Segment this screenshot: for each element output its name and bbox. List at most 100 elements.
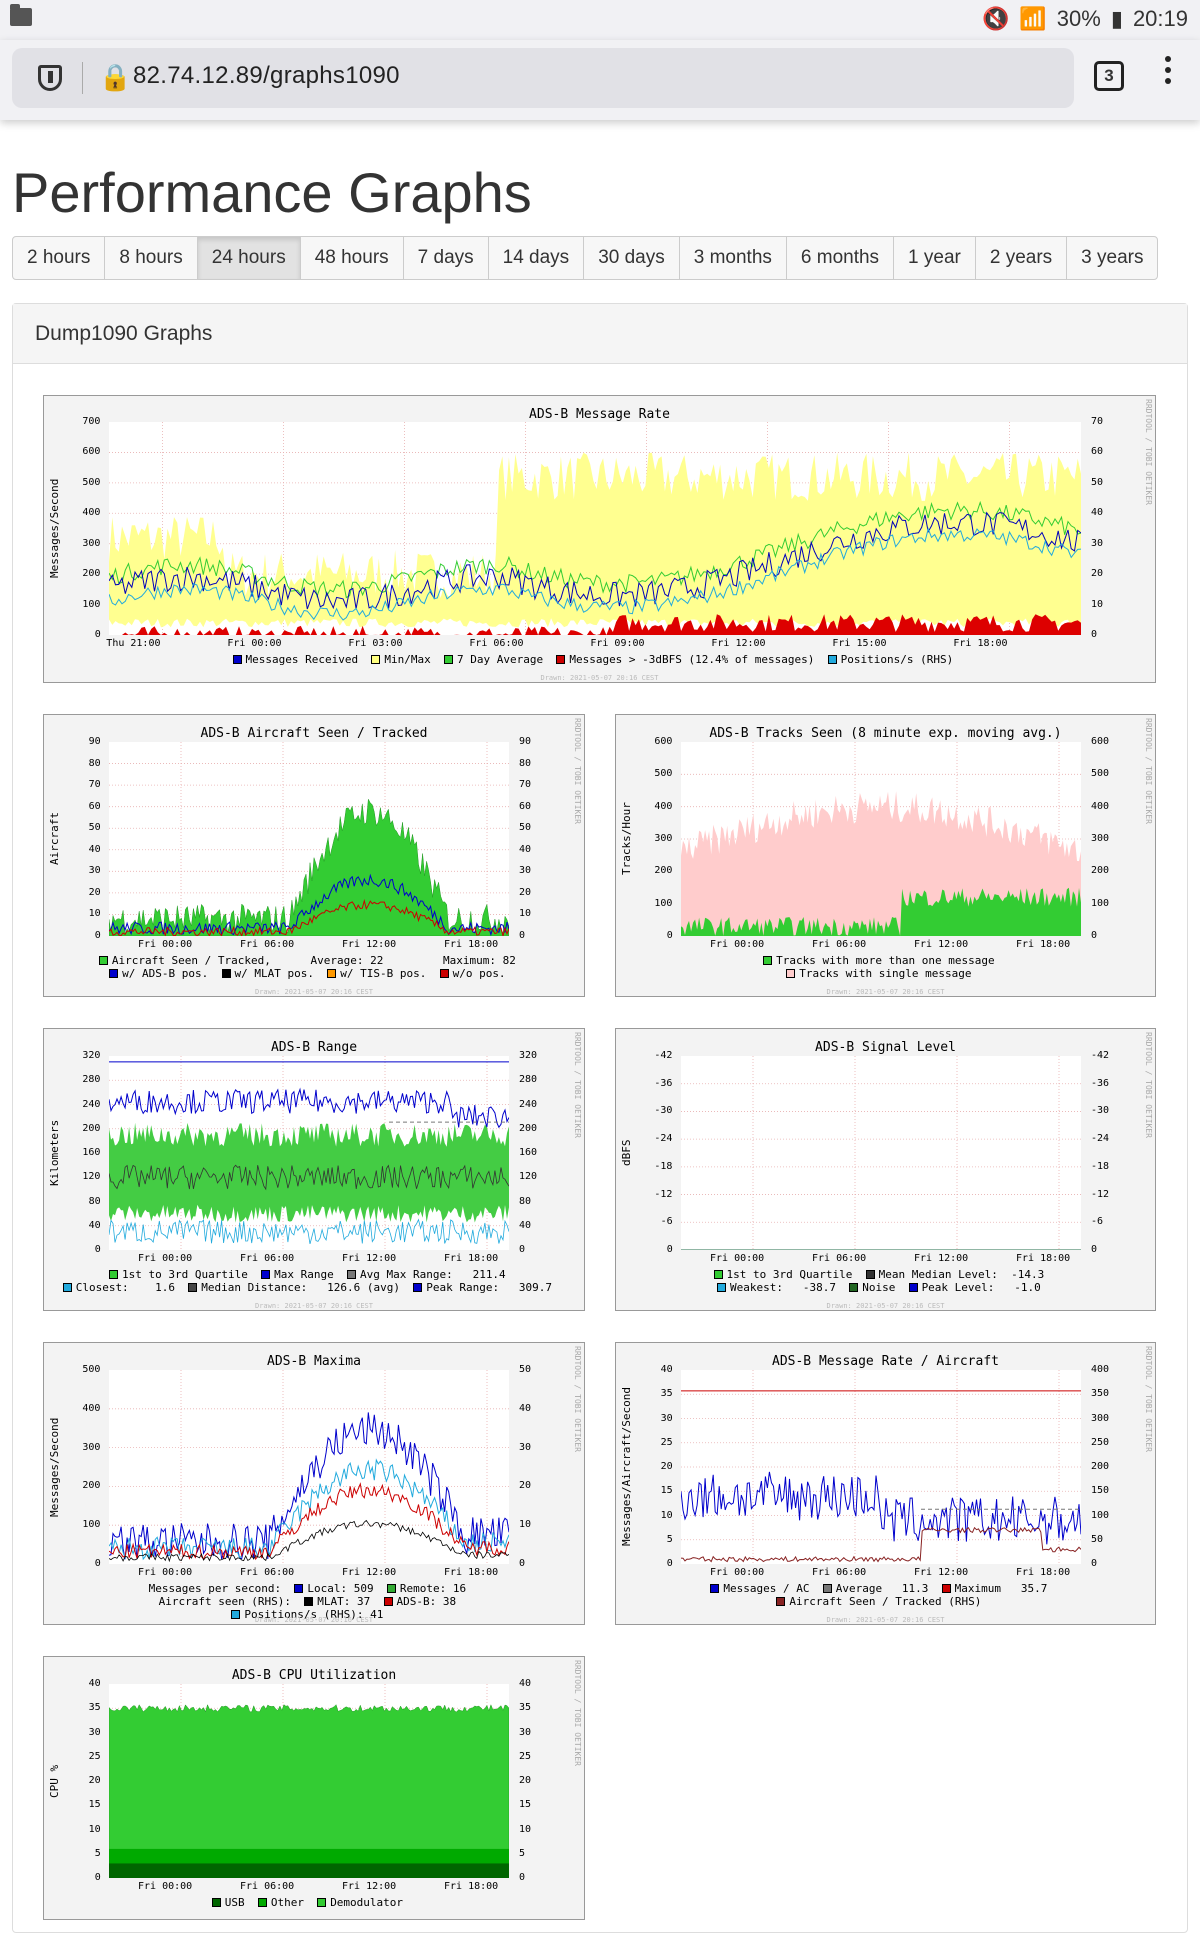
y-tick: 500 (654, 768, 673, 780)
y-tick: 5 (666, 1533, 673, 1545)
positions-line (109, 527, 1081, 621)
period-6-months[interactable]: 6 months (787, 237, 895, 279)
legend-row: Tracks with single message (616, 967, 1155, 980)
period-2-years[interactable]: 2 years (976, 237, 1068, 279)
graph-ads-b-cpu-utilization[interactable]: ADS-B CPU Utilization CPU % RRDTOOL / TOBI… (43, 1656, 585, 1920)
max-range-line (109, 1087, 509, 1129)
plot-area (109, 1684, 509, 1878)
overflow-menu-icon[interactable] (1165, 56, 1173, 89)
y-tick-right: 35 (519, 1702, 532, 1714)
y-tick: 20 (660, 1461, 673, 1472)
period-30-days[interactable]: 30 days (584, 237, 680, 279)
y-tick-right: 0 (1091, 1244, 1098, 1255)
legend-label: Aircraft seen (RHS): (158, 1595, 305, 1608)
legend-label: Messages / AC (723, 1582, 823, 1595)
y-tick-right: 20 (519, 1775, 532, 1786)
y-tick-right: 10 (1091, 598, 1104, 610)
url-text[interactable]: 82.74.12.89/graphs1090 (133, 62, 400, 89)
y-tick-right: 400 (1091, 800, 1110, 812)
y-tick-right: 0 (1091, 930, 1098, 941)
legend-row: w/ ADS-B pos. w/ MLAT pos. w/ TIS-B pos.… (44, 967, 584, 980)
x-tick: Fri 18:00 (953, 638, 1008, 649)
period-24-hours[interactable]: 24 hours (197, 237, 301, 279)
y-tick: 0 (666, 930, 673, 941)
graph-ads-b-signal-level[interactable]: ADS-B Signal Level dBFS RRDTOOL / TOBI OET… (615, 1028, 1156, 1311)
plot-area (109, 422, 1081, 635)
y-tick-right: -42 (1091, 1050, 1110, 1061)
y-tick-right: 400 (1091, 1364, 1110, 1375)
y-tick-right: 100 (1091, 897, 1110, 909)
y-tick-right: -30 (1091, 1105, 1110, 1117)
y-tick-right: 20 (1091, 568, 1104, 580)
y-tick: 300 (82, 1441, 101, 1453)
legend-swatch (231, 1610, 241, 1619)
clock: 20:19 (1132, 6, 1188, 31)
y-axis-label: Aircraft (48, 812, 61, 866)
period-2-hours[interactable]: 2 hours (13, 237, 106, 279)
median-line (109, 1164, 509, 1191)
x-tick: Fri 06:00 (240, 939, 295, 950)
y-tick-right: 5 (519, 1847, 526, 1859)
legend-swatch (713, 1270, 723, 1279)
y-tick: 400 (82, 1402, 101, 1414)
y-tick: 160 (82, 1147, 101, 1158)
x-tick: Fri 12:00 (342, 1881, 397, 1892)
y-tick: 10 (660, 1509, 673, 1521)
legend-label: Maximum 35.7 (954, 1582, 1061, 1595)
period-8-hours[interactable]: 8 hours (105, 237, 198, 279)
graph-title: ADS-B Maxima (267, 1354, 361, 1369)
x-tick: Fri 18:00 (1016, 939, 1071, 950)
y-tick: 30 (88, 1726, 101, 1738)
graph-ads-b-tracks-seen-8-minute-exp-moving-avg-[interactable]: ADS-B Tracks Seen (8 minute exp. moving … (615, 714, 1156, 997)
legend-swatch (304, 1597, 314, 1606)
legend-swatch (386, 1584, 396, 1593)
y-tick: 600 (654, 736, 673, 747)
period-3-years[interactable]: 3 years (1081, 247, 1144, 268)
y-axis-label: dBFS (620, 1139, 633, 1167)
y-tick: 600 (82, 446, 101, 458)
y-tick: -24 (654, 1133, 673, 1145)
drawn-timestamp: Drawn: 2021-05-07 20:16 CEST (254, 988, 373, 996)
period-7-days[interactable]: 7 days (404, 237, 489, 279)
demodulator-area (109, 1704, 509, 1878)
tab-count-button[interactable]: 3 (1094, 61, 1124, 91)
legend-swatch (786, 969, 796, 978)
graph-title: ADS-B CPU Utilization (231, 1668, 397, 1683)
legend-swatch (109, 969, 119, 978)
shield-icon[interactable] (38, 65, 62, 91)
graph-title: ADS-B Message Rate / Aircraft (772, 1354, 999, 1369)
plot-area (681, 1056, 1081, 1250)
y-tick: 0 (94, 1244, 101, 1255)
period-48-hours[interactable]: 48 hours (301, 237, 404, 279)
graph-ads-b-message-rate[interactable]: ADS-B Message Rate Messages/Second RRDTOOL… (43, 395, 1156, 683)
graph-ads-b-maxima[interactable]: ADS-B Maxima Messages/Second RRDTOOL / TOB… (43, 1342, 585, 1625)
plot-area (681, 1370, 1081, 1564)
y-tick-right: 10 (519, 1519, 532, 1531)
panel-title: Dump1090 Graphs (13, 304, 1187, 364)
legend-swatch (941, 1584, 951, 1593)
url-bar[interactable]: 🔒 82.74.12.89/graphs1090 (12, 48, 1074, 108)
y-tick: 400 (654, 800, 673, 812)
graph-ads-b-range[interactable]: ADS-B Range Kilometers RRDTOOL / TOBI OETI… (43, 1028, 585, 1311)
period-1-year[interactable]: 1 year (894, 237, 976, 279)
period-14-days[interactable]: 14 days (489, 237, 585, 279)
graph-ads-b-message-rate-aircraft[interactable]: ADS-B Message Rate / Aircraft Messages/Ai… (615, 1342, 1156, 1625)
y-tick: 35 (88, 1702, 101, 1714)
rrdtool-credit: RRDTOOL / TOBI OETIKER (573, 1032, 582, 1138)
x-tick: Fri 12:00 (914, 939, 969, 950)
y-tick-right: 0 (519, 1244, 526, 1255)
y-tick: 0 (94, 629, 101, 640)
y-tick-right: 10 (519, 1823, 532, 1835)
aircraft-seen-area (109, 798, 509, 936)
y-tick: 20 (88, 886, 101, 898)
insecure-lock-icon[interactable]: 🔒 (99, 62, 132, 92)
period-3-months[interactable]: 3 months (680, 237, 787, 279)
drawn-timestamp: Drawn: 2021-05-07 20:16 CEST (540, 674, 659, 682)
y-tick: 320 (82, 1050, 101, 1061)
y-tick: 700 (82, 416, 101, 427)
y-tick: -18 (654, 1160, 673, 1172)
graphs-panel: Dump1090 Graphs (12, 303, 1188, 1933)
graph-ads-b-aircraft-seen-tracked[interactable]: ADS-B Aircraft Seen / Tracked Aircraft RRD… (43, 714, 585, 997)
legend-swatch (849, 1283, 859, 1292)
adsb-line (109, 1482, 509, 1561)
